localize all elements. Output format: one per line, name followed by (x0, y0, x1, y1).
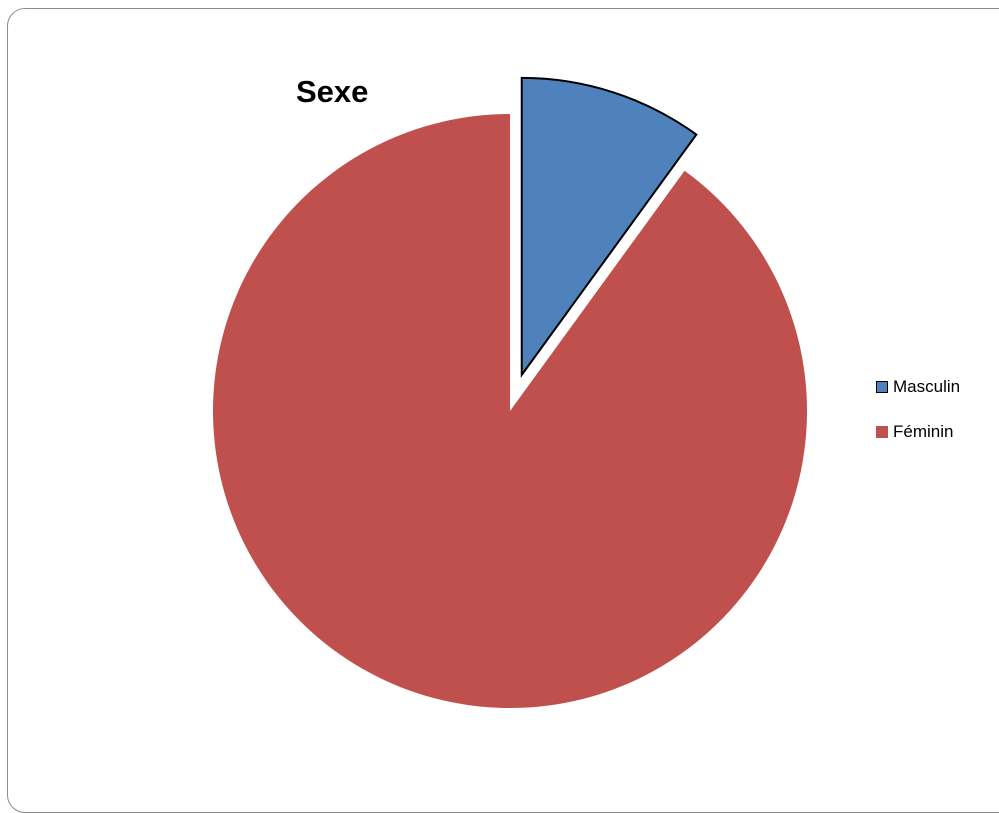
legend-item-feminin: Féminin (876, 421, 960, 443)
legend-label: Féminin (893, 422, 954, 441)
legend-item-masculin: Masculin (876, 376, 960, 398)
pie-slice-masculin (520, 76, 698, 378)
legend: Masculin Féminin (876, 376, 960, 466)
legend-swatch (876, 426, 888, 438)
legend-label: Masculin (893, 377, 961, 396)
pie-slices (212, 76, 808, 708)
legend-swatch (876, 381, 888, 393)
pie-slice-feminin (212, 114, 808, 708)
chart-title: Sexe (296, 74, 369, 109)
